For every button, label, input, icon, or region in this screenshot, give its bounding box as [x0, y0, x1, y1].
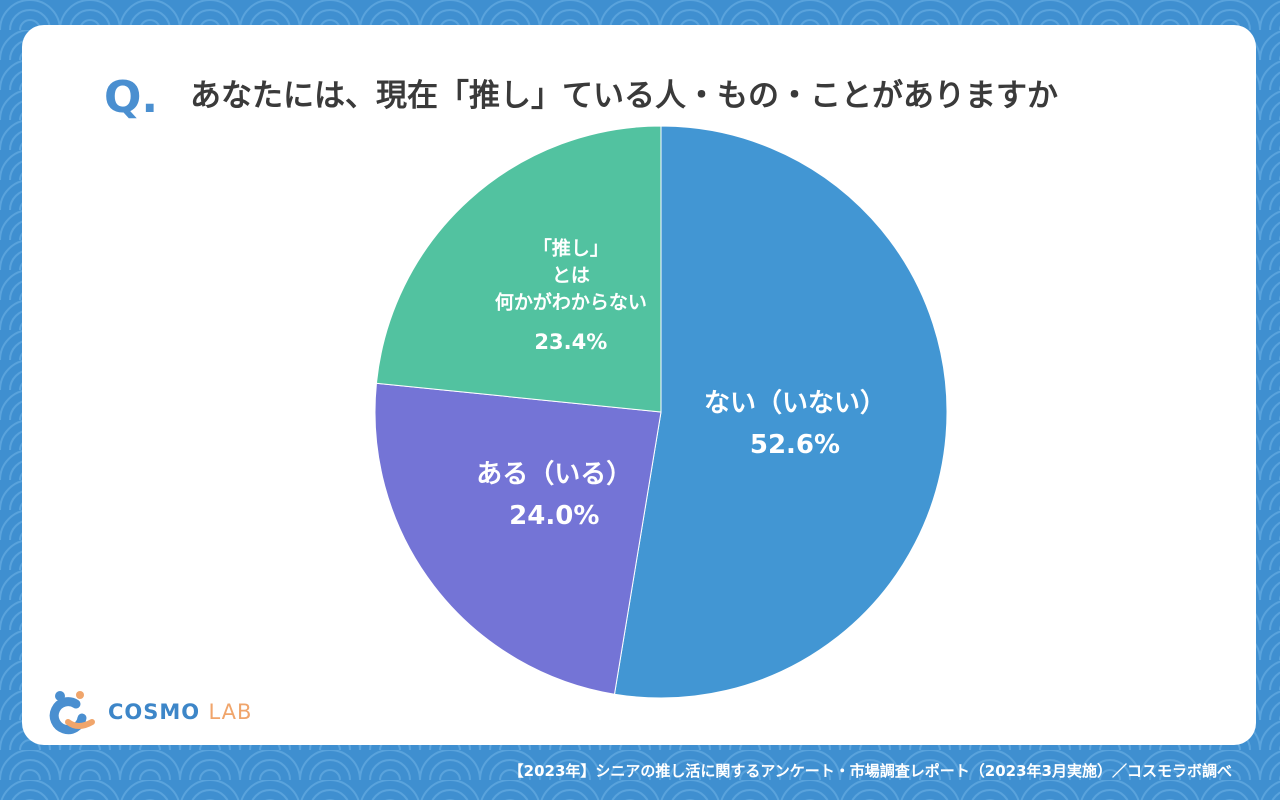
slice-label: ある（いる） — [476, 459, 633, 490]
brand-name: COSMO — [108, 700, 201, 724]
pie-slice — [375, 125, 662, 413]
brand: COSMO LAB — [108, 700, 252, 724]
value-label: 24.0% — [509, 500, 600, 531]
question-mark: Q. — [104, 72, 159, 123]
source: 【2023年】シニアの推し活に関するアンケート・市場調査レポート（2023年3月… — [508, 762, 1232, 780]
pie-slice — [613, 125, 948, 699]
slice-label: 「推し」 とは 何かがわからない — [494, 237, 647, 314]
brand-icon — [49, 691, 95, 735]
value-label: 52.6% — [749, 429, 841, 460]
brand-suffix: LAB — [208, 700, 253, 724]
chart-title: あなたには、現在「推し」ている人・もの・ことがありますか — [190, 78, 1058, 114]
pie-slice — [374, 382, 662, 695]
slice-label: ない（いない） — [703, 388, 886, 419]
value-label: 23.4% — [534, 330, 608, 355]
